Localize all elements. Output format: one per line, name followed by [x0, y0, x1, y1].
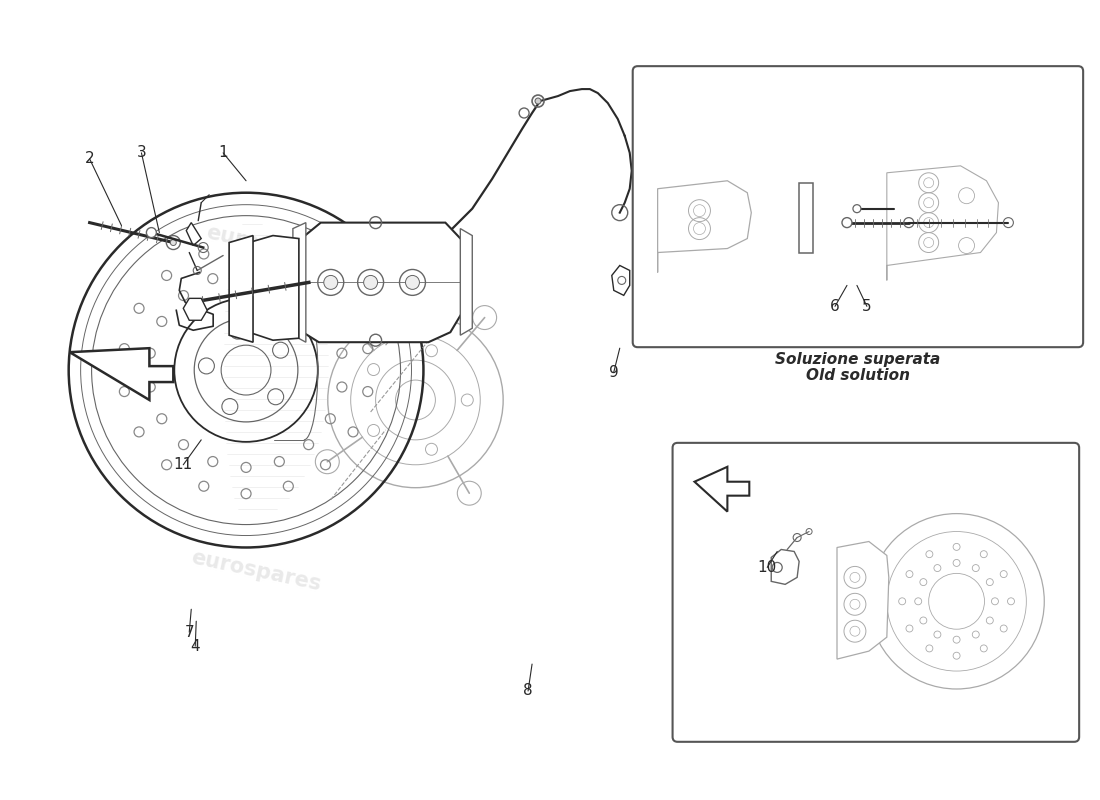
Text: 2: 2 [85, 151, 95, 166]
Text: 3: 3 [136, 146, 146, 160]
Text: 9: 9 [609, 365, 618, 379]
Polygon shape [293, 222, 306, 342]
Polygon shape [771, 550, 799, 584]
Text: 4: 4 [190, 638, 200, 654]
Circle shape [406, 275, 419, 290]
Polygon shape [249, 235, 299, 340]
Polygon shape [799, 182, 813, 253]
Text: 6: 6 [830, 299, 840, 314]
Polygon shape [69, 348, 174, 400]
Circle shape [146, 228, 156, 238]
Text: eurospares: eurospares [737, 217, 871, 264]
Text: eurospares: eurospares [189, 548, 323, 595]
Text: eurospares: eurospares [205, 222, 338, 269]
Text: 7: 7 [185, 625, 194, 640]
Text: 1: 1 [218, 146, 228, 160]
Polygon shape [612, 266, 629, 295]
Polygon shape [694, 466, 749, 512]
Circle shape [170, 239, 176, 246]
Polygon shape [887, 166, 999, 281]
FancyBboxPatch shape [632, 66, 1084, 347]
Polygon shape [837, 542, 889, 659]
Polygon shape [658, 181, 751, 273]
Circle shape [852, 205, 861, 213]
Polygon shape [299, 222, 462, 342]
Polygon shape [229, 235, 253, 342]
Text: 10: 10 [758, 560, 777, 575]
Circle shape [323, 275, 338, 290]
Circle shape [842, 218, 851, 228]
Polygon shape [184, 298, 207, 320]
Text: Old solution: Old solution [806, 368, 910, 383]
Polygon shape [460, 229, 472, 335]
Text: 11: 11 [174, 458, 192, 472]
Text: Soluzione superata: Soluzione superata [776, 352, 940, 367]
Circle shape [364, 275, 377, 290]
Text: 8: 8 [524, 683, 532, 698]
Polygon shape [186, 222, 201, 246]
Circle shape [535, 98, 541, 104]
Text: 5: 5 [862, 299, 871, 314]
FancyBboxPatch shape [672, 443, 1079, 742]
